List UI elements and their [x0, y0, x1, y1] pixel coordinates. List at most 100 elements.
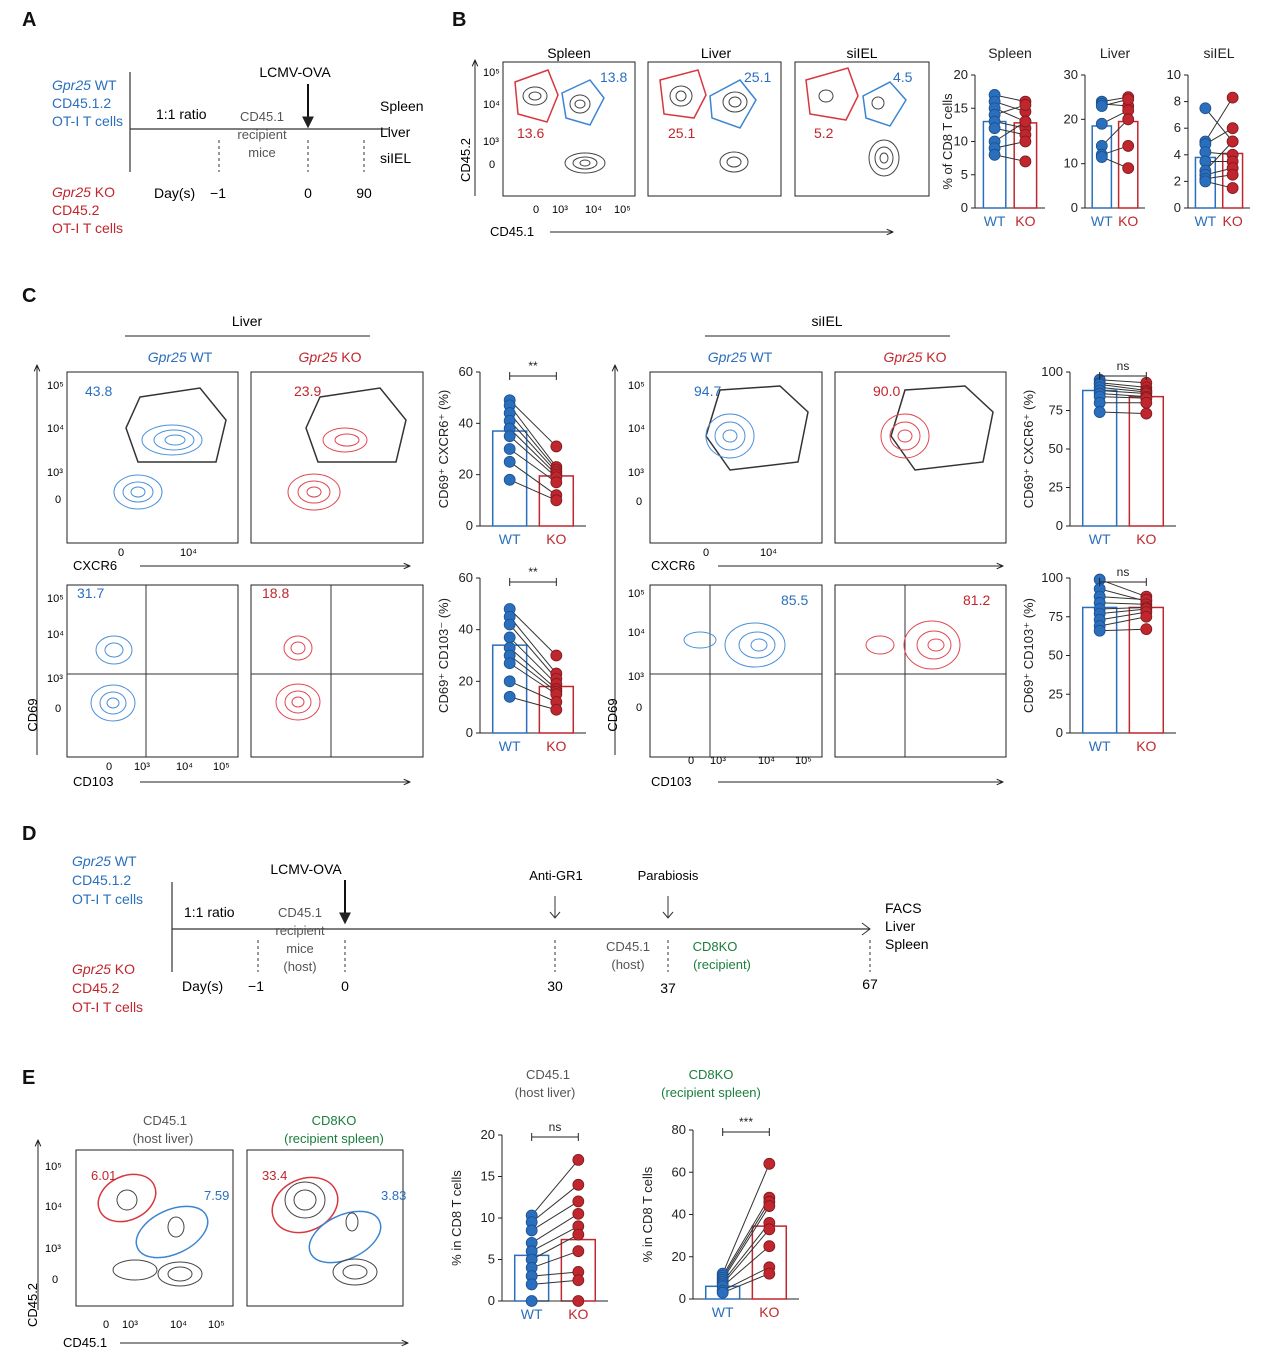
- panel-d-letter: D: [22, 823, 36, 845]
- wt-point: [1199, 102, 1212, 115]
- category-label-ko: KO: [1223, 213, 1243, 229]
- b-contour-3a: [818, 89, 834, 103]
- c-siiel-wt-gene: Gpr25: [708, 349, 747, 365]
- b-contour-1d: [574, 99, 586, 109]
- b-contour-1g: [579, 159, 591, 167]
- b-blue-pct-3: 4.5: [893, 69, 913, 85]
- b-blue-gate-1: [561, 79, 605, 126]
- b-facs-frame-3: [794, 61, 930, 197]
- b-contour-3c: [868, 139, 900, 177]
- ko-point: [1122, 162, 1135, 175]
- d-anti-gr1: Anti-GR1: [529, 868, 582, 883]
- b-contour-2a: [669, 85, 693, 107]
- y-tick-label: 15: [954, 100, 968, 115]
- d-ko-gene: Gpr25: [72, 961, 111, 977]
- pair-line: [509, 637, 557, 685]
- wt-point: [1093, 624, 1106, 637]
- pair-line: [1099, 596, 1147, 601]
- chart-E-recipient: 0 20 40 60 80 WT KO % in CD8 T cells ***: [640, 1115, 799, 1320]
- pair-line: [509, 662, 557, 695]
- ko-point: [763, 1267, 776, 1280]
- b-facs-title-1: Spleen: [547, 45, 591, 61]
- c-tick: 0: [636, 702, 642, 714]
- ko-point: [763, 1240, 776, 1253]
- d-ko-line3: OT-I T cells: [72, 999, 143, 1015]
- c-tick: 10⁴: [758, 755, 775, 767]
- pair-line: [1099, 393, 1147, 398]
- wt-point: [988, 122, 1001, 135]
- b-xtick-1: 0: [533, 204, 539, 216]
- e-facs-title-1a: CD45.1: [143, 1113, 187, 1128]
- category-label-ko: KO: [1118, 213, 1138, 229]
- e-facs-title-2b: (recipient spleen): [284, 1131, 384, 1146]
- pair-line: [1099, 616, 1147, 627]
- wt-point: [503, 430, 516, 443]
- e-contour: [167, 1266, 193, 1282]
- y-axis-label: CD69⁺ CXCR6⁺ (%): [1021, 390, 1036, 508]
- c-contour: [287, 473, 341, 511]
- timeline-a: [129, 72, 390, 172]
- wt-bar: [1091, 125, 1113, 209]
- pair-line: [1099, 628, 1147, 632]
- e-contour: [284, 1181, 326, 1219]
- d-days-label: Day(s): [182, 978, 223, 994]
- y-tick-label: 20: [1064, 111, 1078, 126]
- d-parabiosis-arrow: [662, 896, 674, 919]
- c-liver-ko-top-frame: [250, 371, 424, 544]
- wt-point: [1095, 117, 1108, 130]
- category-label-ko: KO: [546, 531, 566, 547]
- y-tick-label: 6: [1174, 120, 1181, 135]
- c-siiel-wt-suffix: WT: [747, 349, 773, 365]
- b-facs-frame-1: [502, 61, 636, 197]
- ko-point: [1226, 182, 1239, 194]
- c-siiel-x-label-top: CXCR6: [651, 558, 695, 573]
- pair-line: [1099, 386, 1147, 393]
- c-siiel-ko-top-frame: [834, 371, 1007, 544]
- b-contour-1f: [572, 156, 598, 170]
- b-facs-spleen: Spleen 13.6 13.8: [502, 45, 636, 197]
- recipient-a-3: mice: [248, 145, 275, 160]
- ko-point: [1226, 91, 1239, 104]
- d-wt-line1: Gpr25 WT: [72, 853, 137, 869]
- d-parabiosis: Parabiosis: [638, 868, 699, 883]
- pair-line: [531, 1200, 579, 1231]
- c-tick: 0: [118, 547, 124, 559]
- pair-line: [1204, 107, 1234, 142]
- c-siiel-ko-bot-pct: 81.2: [963, 592, 990, 608]
- category-label-wt: WT: [1194, 213, 1216, 229]
- pair-line: [531, 1159, 579, 1216]
- e-x-label: CD45.1: [63, 1335, 107, 1350]
- c-wt-pop: [113, 424, 203, 510]
- ko-point: [572, 1274, 585, 1287]
- b-contour-2b: [675, 90, 687, 102]
- panel-c: C Liver Gpr25 WT Gpr25 KO CD69 CXCR6 CD1…: [22, 285, 1007, 789]
- c-tick: 0: [688, 755, 694, 767]
- c-siiel-ko-head: Gpr25 KO: [883, 349, 946, 365]
- wt-point: [525, 1224, 538, 1237]
- d-readout-1: FACS: [885, 900, 922, 916]
- wt-point: [1093, 406, 1106, 418]
- c-contour: [705, 413, 755, 459]
- pair-line: [1099, 396, 1147, 399]
- c-ko-pop: [865, 620, 961, 670]
- c-tick: 10³: [710, 755, 726, 767]
- b-ytick-4: 0: [489, 159, 495, 171]
- c-siiel-wt-head: Gpr25 WT: [708, 349, 773, 365]
- b-facs-liver: Liver 25.1 25.1: [647, 45, 782, 197]
- c-siiel-ko-gene: Gpr25: [883, 349, 922, 365]
- day-a-1: −1: [210, 185, 226, 201]
- d-host-4: (host): [283, 959, 316, 974]
- wt-point: [503, 473, 516, 486]
- ko-point: [572, 1178, 585, 1191]
- panel-a-letter: A: [22, 9, 36, 31]
- category-label-ko: KO: [1015, 213, 1035, 229]
- wt-donor-line2: CD45.1.2: [52, 95, 111, 111]
- category-label-wt: WT: [984, 213, 1006, 229]
- c-siiel-wt-bot-pct: 85.5: [781, 592, 808, 608]
- y-tick-label: 40: [459, 622, 473, 637]
- panel-e: E CD45.2 CD45.1 10⁵ 10⁴ 10³ 0 0 10³ 10⁴ …: [22, 1067, 761, 1350]
- c-liver-wt-bot-pct: 31.7: [77, 585, 104, 601]
- d-cd45-host-2: (host): [611, 957, 644, 972]
- ko-point: [1226, 122, 1239, 135]
- pair-line: [994, 121, 1026, 142]
